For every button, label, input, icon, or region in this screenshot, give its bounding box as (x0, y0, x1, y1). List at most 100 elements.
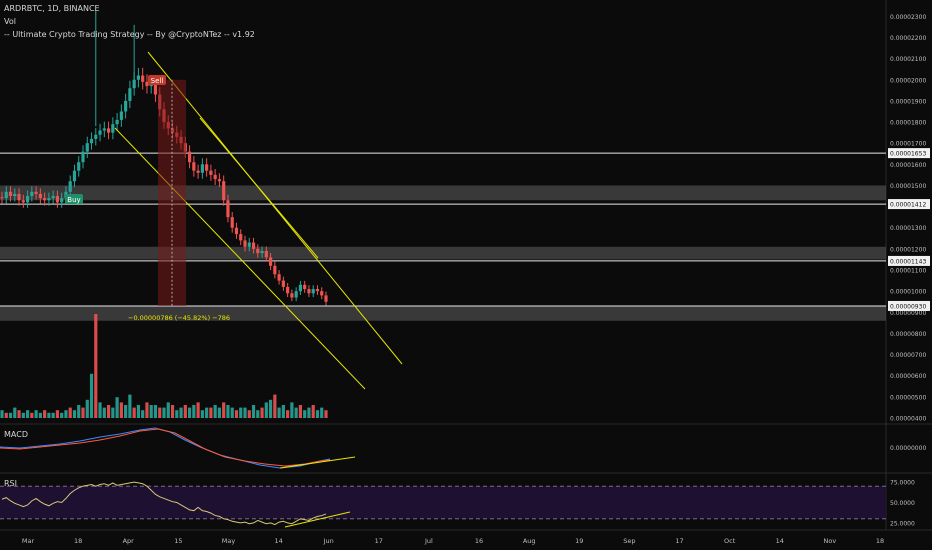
candle-body (217, 179, 222, 182)
volume-bar (268, 399, 273, 418)
candle-body (205, 164, 209, 171)
price-line-tag (888, 148, 930, 159)
candle-body (94, 134, 98, 139)
candle-body (51, 196, 55, 199)
volume-bar (324, 410, 328, 418)
volume-bar (311, 405, 315, 418)
candle-body (281, 280, 285, 287)
time-tick: Jun (323, 537, 334, 545)
candle-body (226, 200, 230, 218)
volume-bar (77, 405, 81, 418)
candle-body (209, 170, 213, 175)
rsi-line (1, 481, 327, 526)
time-tick: 18 (876, 537, 884, 545)
time-tick: 16 (475, 537, 483, 545)
candle-body (115, 119, 119, 125)
time-tick: Sep (623, 537, 635, 545)
macd-tick: 0.00000000 (890, 445, 926, 452)
candle-body (290, 293, 294, 298)
volume-bar (30, 412, 34, 418)
macd-pane (0, 427, 356, 469)
time-tick: 18 (74, 537, 82, 545)
rsi-label: RSI (4, 479, 17, 488)
candle-body (4, 191, 8, 199)
time-tick: 19 (575, 537, 583, 545)
volume-bar (55, 410, 60, 418)
candle-body (213, 174, 217, 180)
macd-divergence (279, 456, 356, 469)
rsi-divergence (284, 511, 351, 528)
candle-body (119, 111, 123, 120)
candle-body (315, 289, 320, 292)
volume-bar (102, 407, 106, 418)
time-tick: 17 (675, 537, 683, 545)
candle-body (60, 198, 64, 203)
candle-body (89, 138, 94, 144)
volume-bar (298, 405, 303, 418)
candle-body (260, 250, 264, 254)
volume-bar (132, 407, 136, 418)
candle-body (25, 196, 30, 203)
volume-bar (183, 405, 187, 418)
volume-bar (217, 407, 222, 418)
price-tick: 0.00001200 (890, 246, 926, 253)
candle-body (55, 196, 60, 203)
price-tick: 0.00001700 (890, 141, 926, 148)
volume-bar (315, 410, 320, 418)
volume-bar (307, 407, 311, 418)
candle-body (298, 284, 303, 292)
channel-upper (147, 51, 403, 365)
candle-body (43, 198, 47, 201)
price-tick: 0.00000500 (890, 394, 926, 401)
rsi-pane (1, 481, 351, 528)
candle-body (243, 240, 247, 247)
macd-label: MACD (4, 430, 28, 439)
candle-body (77, 162, 81, 171)
candle-body (68, 181, 72, 192)
volume-bar (187, 407, 192, 418)
support-zone (0, 185, 886, 201)
volume-bar (290, 402, 294, 418)
signal-label: Buy (67, 196, 80, 204)
volume-bar (115, 397, 119, 418)
volume-bar (119, 402, 123, 418)
volume-bar (196, 402, 200, 418)
channel-hidden (200, 118, 402, 364)
price-tick: 0.00000800 (890, 331, 926, 338)
volume-bar (273, 394, 277, 418)
candle-body (13, 193, 17, 197)
candle-body (311, 289, 315, 294)
volume-bar (4, 412, 8, 418)
volume-bar (128, 394, 132, 418)
volume-bar (51, 412, 55, 418)
volume-bar (239, 407, 243, 418)
support-zone (0, 246, 886, 260)
volume-bar (213, 405, 217, 418)
candle-body (222, 181, 226, 201)
candle-body (111, 124, 115, 133)
candle-body (21, 200, 25, 203)
candle-body (72, 170, 77, 182)
price-line-label: 0.00000930 (890, 303, 926, 310)
rsi-tick: 25.0000 (890, 520, 915, 527)
candle-body (8, 191, 13, 197)
candle-body (251, 242, 256, 249)
price-line-label: 0.00001653 (890, 151, 926, 158)
candle-body (256, 248, 260, 254)
time-tick: 14 (274, 537, 282, 545)
volume-bar (243, 407, 247, 418)
volume-bar (89, 373, 94, 418)
price-line-tag (888, 300, 930, 311)
volume-bar (260, 407, 264, 418)
time-tick: 15 (174, 537, 182, 545)
volume-bar (94, 314, 98, 418)
candle-body (303, 284, 307, 290)
volume-bar (320, 407, 324, 418)
candle-body (196, 170, 200, 173)
price-tick: 0.00000700 (890, 352, 926, 359)
volume-bar (166, 402, 170, 418)
time-tick: Jul (424, 537, 433, 545)
strategy-legend: -- Ultimate Crypto Trading Strategy -- B… (4, 30, 255, 39)
